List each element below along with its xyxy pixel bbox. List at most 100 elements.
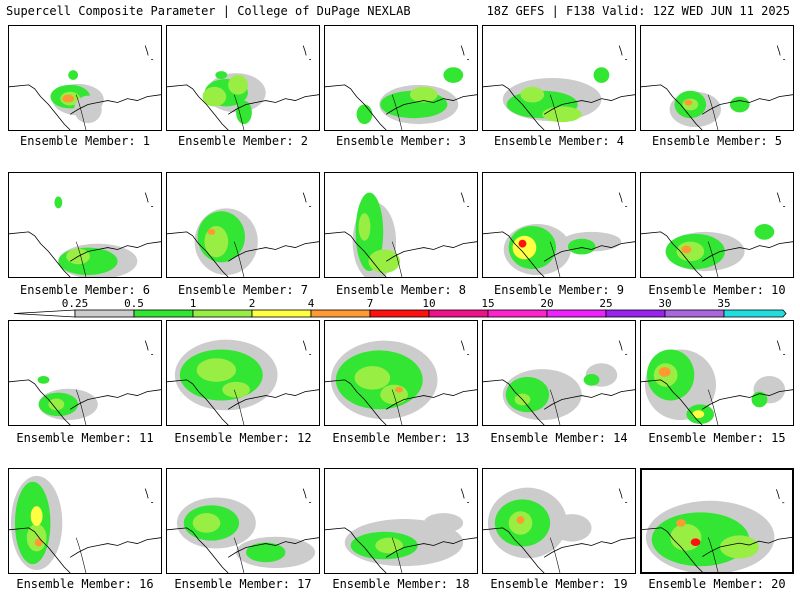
island-outline — [618, 45, 628, 60]
ensemble-member-map-16[interactable] — [8, 468, 162, 574]
colorbar-segment — [546, 309, 607, 318]
island-outline — [144, 488, 154, 503]
colorbar-tick-label: 7 — [367, 297, 374, 310]
map-canvas — [641, 45, 793, 130]
ensemble-member-map-13[interactable] — [324, 320, 478, 426]
ensemble-member-map-1[interactable] — [8, 25, 162, 131]
coastline-border — [325, 231, 477, 277]
island-outline — [460, 340, 470, 355]
colorbar-tick-label: 10 — [422, 297, 435, 310]
state-border — [75, 241, 87, 277]
member-label: Ensemble Member: 2 — [177, 134, 309, 148]
ensemble-member-map-2[interactable] — [166, 25, 320, 131]
coastline-border — [641, 231, 793, 277]
scp-contour-3 — [48, 398, 65, 411]
scp-contour-5 — [245, 542, 286, 563]
member-label: Ensemble Member: 6 — [19, 283, 151, 297]
map-canvas — [167, 339, 319, 425]
island-outline — [776, 45, 786, 60]
map-canvas — [641, 192, 793, 277]
island-outline — [144, 192, 154, 207]
island-outline — [144, 340, 154, 355]
island-outline — [302, 45, 312, 60]
scp-contour-3 — [192, 513, 221, 533]
island-outline — [302, 192, 312, 207]
scp-contour-6 — [215, 71, 228, 79]
map-canvas — [167, 488, 319, 573]
ensemble-member-map-10[interactable] — [640, 172, 794, 278]
colorbar-tick-label: 0.25 — [62, 297, 89, 310]
coastline-border — [167, 527, 319, 573]
state-border — [707, 389, 719, 425]
island-outline — [618, 488, 628, 503]
state-border — [75, 537, 87, 573]
coastline-border — [325, 84, 477, 130]
colorbar-tick-label: 1 — [190, 297, 197, 310]
island-outline — [302, 340, 312, 355]
scp-contour-3 — [196, 358, 237, 382]
scp-contour-4 — [676, 519, 686, 527]
ensemble-member-map-15[interactable] — [640, 320, 794, 426]
state-border — [549, 389, 561, 425]
state-border — [707, 537, 719, 572]
run-valid-time: 18Z GEFS | F138 Valid: 12Z WED JUN 11 20… — [486, 4, 790, 18]
map-canvas — [325, 340, 477, 425]
coastline-border — [325, 527, 477, 573]
state-border — [233, 94, 245, 130]
state-border — [233, 537, 245, 573]
coastline-border — [483, 231, 635, 277]
island-outline — [618, 192, 628, 207]
map-canvas — [9, 45, 161, 130]
member-label: Ensemble Member: 11 — [16, 431, 154, 445]
state-border — [549, 94, 561, 130]
ensemble-member-map-12[interactable] — [166, 320, 320, 426]
colorbar-segment — [428, 309, 489, 318]
scp-contour-4 — [684, 99, 693, 106]
member-label: Ensemble Member: 14 — [490, 431, 628, 445]
member-label: Ensemble Member: 8 — [335, 283, 467, 297]
colorbar-segment — [664, 309, 725, 318]
ensemble-member-map-14[interactable] — [482, 320, 636, 426]
scp-contour-3 — [358, 213, 371, 241]
scp-contour-5 — [236, 100, 252, 125]
ensemble-member-map-9[interactable] — [482, 172, 636, 278]
coastline-border — [483, 527, 635, 573]
ensemble-member-map-3[interactable] — [324, 25, 478, 131]
scp-contour-4 — [423, 513, 464, 533]
colorbar-segment — [369, 309, 430, 318]
ensemble-member-map-19[interactable] — [482, 468, 636, 574]
state-border — [391, 241, 403, 277]
member-label: Ensemble Member: 13 — [332, 431, 470, 445]
map-canvas — [483, 45, 635, 130]
state-border — [233, 241, 245, 277]
member-label: Ensemble Member: 12 — [174, 431, 312, 445]
ensemble-member-map-20[interactable] — [640, 468, 794, 574]
colorbar-segment — [133, 309, 194, 318]
scp-contour-5 — [542, 106, 582, 123]
ensemble-member-map-18[interactable] — [324, 468, 478, 574]
ensemble-member-map-7[interactable] — [166, 172, 320, 278]
scp-contour-2 — [505, 376, 550, 413]
scp-contour-5 — [729, 96, 750, 113]
island-outline — [618, 340, 628, 355]
coastline-border — [167, 379, 319, 425]
coastline-border — [641, 84, 793, 130]
product-title: Supercell Composite Parameter | College … — [6, 4, 411, 18]
scp-contour-4 — [54, 196, 63, 209]
ensemble-member-map-11[interactable] — [8, 320, 162, 426]
ensemble-member-map-4[interactable] — [482, 25, 636, 131]
ensemble-member-map-6[interactable] — [8, 172, 162, 278]
ensemble-member-map-5[interactable] — [640, 25, 794, 131]
scp-contour-4 — [368, 249, 401, 274]
colorbar-segment — [251, 309, 312, 318]
map-canvas — [9, 475, 161, 573]
member-label: Ensemble Member: 15 — [648, 431, 786, 445]
ensemble-member-map-17[interactable] — [166, 468, 320, 574]
colorbar-tick-label: 4 — [308, 297, 315, 310]
ensemble-member-map-8[interactable] — [324, 172, 478, 278]
scp-contour-3 — [202, 86, 227, 107]
scp-contour-3 — [375, 537, 403, 554]
colorbar-tick-label: 25 — [599, 297, 612, 310]
colorbar-tick-label: 20 — [540, 297, 553, 310]
scp-contour-3 — [409, 86, 438, 103]
